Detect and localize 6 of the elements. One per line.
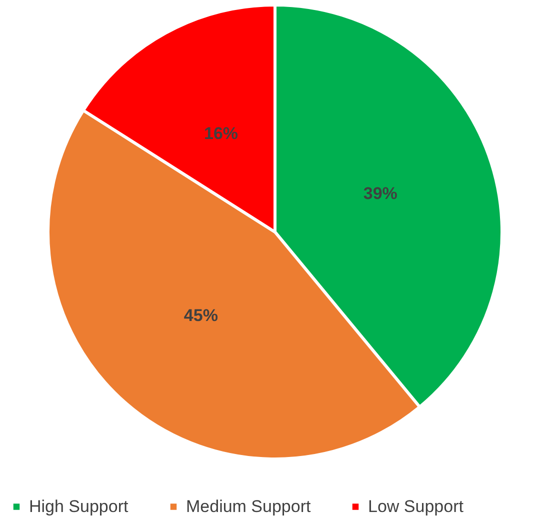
data-label: 39% bbox=[363, 184, 398, 204]
legend-label: Low Support bbox=[368, 496, 464, 516]
legend-label: Medium Support bbox=[186, 496, 312, 516]
legend-label: High Support bbox=[29, 496, 129, 516]
data-label: 16% bbox=[204, 124, 238, 143]
data-label: 45% bbox=[184, 306, 218, 326]
